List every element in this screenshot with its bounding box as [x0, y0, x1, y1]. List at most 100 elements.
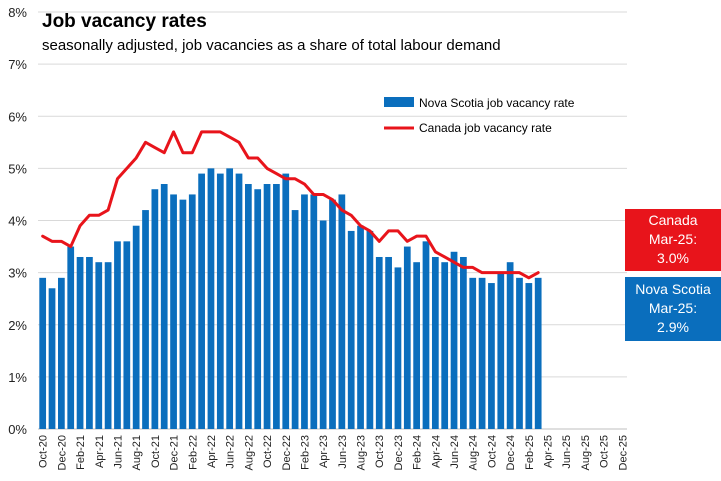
x-tick-label: Oct-20: [38, 435, 50, 468]
x-tick-label: Feb-22: [187, 435, 199, 470]
bar-nova-scotia-Jan-23: [291, 210, 299, 429]
bar-nova-scotia-Sep-22: [254, 189, 262, 429]
bar-nova-scotia-Nov-21: [160, 184, 168, 429]
bar-nova-scotia-Jan-21: [67, 246, 75, 429]
x-tick-label: Dec-21: [169, 435, 181, 470]
y-tick-label: 2%: [8, 318, 27, 333]
x-tick-label: Jun-25: [561, 435, 573, 469]
x-tick-label: Aug-25: [580, 435, 592, 470]
x-tick-label: Oct-23: [374, 435, 386, 468]
y-tick-label: 4%: [8, 214, 27, 229]
x-tick-label: Aug-22: [243, 435, 255, 470]
bar-nova-scotia-Jun-23: [338, 194, 346, 429]
bar-nova-scotia-Aug-24: [469, 277, 477, 429]
bar-nova-scotia-Aug-22: [244, 184, 252, 429]
bar-nova-scotia-Aug-21: [132, 225, 140, 429]
bar-nova-scotia-Jun-21: [114, 241, 121, 429]
bar-nova-scotia-Sep-24: [478, 277, 486, 429]
x-tick-label: Oct-24: [486, 435, 498, 468]
bar-nova-scotia-Dec-20: [58, 277, 65, 429]
x-tick-label: Apr-24: [430, 435, 442, 468]
x-tick-label: Jun-21: [112, 435, 124, 469]
x-tick-label: Feb-25: [524, 435, 536, 470]
bar-nova-scotia-Jul-22: [235, 173, 243, 429]
x-tick-label: Dec-25: [617, 435, 629, 470]
bar-nova-scotia-Oct-24: [488, 283, 495, 429]
x-tick-label: Feb-23: [299, 435, 311, 470]
y-tick-label: 7%: [8, 57, 27, 72]
line-canada: [41, 130, 540, 280]
bar-nova-scotia-Feb-23: [301, 194, 308, 429]
bar-nova-scotia-Dec-23: [394, 267, 402, 429]
bar-nova-scotia-Jan-25: [516, 277, 523, 429]
chart-title: Job vacancy rates: [42, 11, 207, 32]
bar-nova-scotia-Mar-22: [198, 173, 205, 429]
bar-nova-scotia-May-22: [216, 173, 224, 429]
legend-label-nova-scotia: Nova Scotia job vacancy rate: [419, 96, 575, 110]
bar-nova-scotia-Sep-21: [142, 210, 149, 429]
bar-nova-scotia-Aug-23: [357, 225, 364, 429]
bar-nova-scotia-Mar-23: [310, 194, 318, 429]
x-tick-label: Dec-24: [505, 435, 517, 470]
x-tick-label: Aug-24: [468, 435, 480, 470]
bar-nova-scotia-Oct-22: [263, 184, 271, 429]
x-tick-label: Feb-21: [75, 435, 87, 470]
x-tick-label: Aug-23: [356, 435, 368, 470]
bar-nova-scotia-Feb-25: [525, 283, 533, 429]
chart-subtitle: seasonally adjusted, job vacancies as a …: [42, 37, 501, 54]
bar-nova-scotia-Jul-23: [347, 230, 355, 429]
x-tick-label: Aug-21: [131, 435, 143, 470]
nova-scotia-callout-name: Nova Scotia: [635, 281, 711, 297]
bar-nova-scotia-Dec-21: [170, 194, 177, 429]
bar-nova-scotia-Nov-24: [497, 272, 505, 429]
canada-callout-period: Mar-25:: [648, 231, 698, 247]
bar-nova-scotia-Feb-22: [188, 194, 196, 429]
bar-nova-scotia-Oct-23: [375, 256, 383, 429]
canada-callout-value: 3.0%: [657, 250, 689, 266]
y-tick-label: 3%: [8, 266, 27, 281]
bar-nova-scotia-Dec-22: [282, 173, 290, 429]
y-tick-label: 6%: [8, 109, 27, 124]
bar-nova-scotia-Dec-24: [506, 262, 514, 429]
y-tick-label: 1%: [8, 370, 27, 385]
x-tick-label: Dec-20: [56, 435, 68, 470]
bar-nova-scotia-Jul-24: [460, 256, 467, 429]
x-tick-label: Jun-22: [225, 435, 237, 469]
bar-nova-scotia-Apr-21: [95, 262, 103, 429]
x-tick-label: Oct-22: [262, 435, 274, 468]
legend-swatch-nova-scotia: [384, 97, 414, 107]
bar-nova-scotia-Nov-23: [385, 256, 392, 429]
y-tick-label: 5%: [8, 161, 27, 176]
x-tick-label: Jun-23: [337, 435, 349, 469]
x-tick-label: Feb-24: [412, 435, 424, 470]
bar-nova-scotia-Mar-24: [422, 241, 430, 429]
x-tick-label: Apr-21: [94, 435, 106, 468]
bar-nova-scotia-Mar-21: [86, 256, 93, 429]
bar-nova-scotia-Oct-20: [39, 277, 47, 429]
bar-nova-scotia-Sep-23: [366, 230, 374, 429]
x-tick-label: Jun-24: [449, 435, 461, 469]
nova-scotia-callout-value: 2.9%: [657, 319, 689, 335]
y-tick-label: 0%: [8, 422, 27, 437]
bar-nova-scotia-Jun-22: [226, 168, 234, 429]
x-tick-label: Dec-22: [281, 435, 293, 470]
x-tick-label: Apr-25: [543, 435, 555, 468]
bar-nova-scotia-Apr-24: [431, 256, 439, 429]
bar-nova-scotia-Feb-24: [413, 262, 421, 429]
bar-nova-scotia-Apr-22: [207, 168, 215, 429]
bar-nova-scotia-Feb-21: [76, 256, 84, 429]
nova-scotia-value-callout: Nova Scotia Mar-25: 2.9%: [625, 277, 721, 341]
x-tick-label: Apr-22: [206, 435, 218, 468]
bar-nova-scotia-Oct-21: [151, 189, 159, 429]
bar-nova-scotia-Nov-20: [48, 288, 56, 429]
x-tick-label: Apr-23: [318, 435, 330, 468]
bar-nova-scotia-Nov-22: [273, 184, 280, 429]
bar-nova-scotia-Jul-21: [123, 241, 131, 429]
x-tick-label: Dec-23: [393, 435, 405, 470]
bar-nova-scotia-Mar-25: [534, 277, 542, 429]
y-tick-label: 8%: [8, 5, 27, 20]
canada-callout-name: Canada: [648, 212, 698, 228]
bar-nova-scotia-May-23: [329, 199, 336, 429]
legend-label-canada: Canada job vacancy rate: [419, 121, 552, 135]
